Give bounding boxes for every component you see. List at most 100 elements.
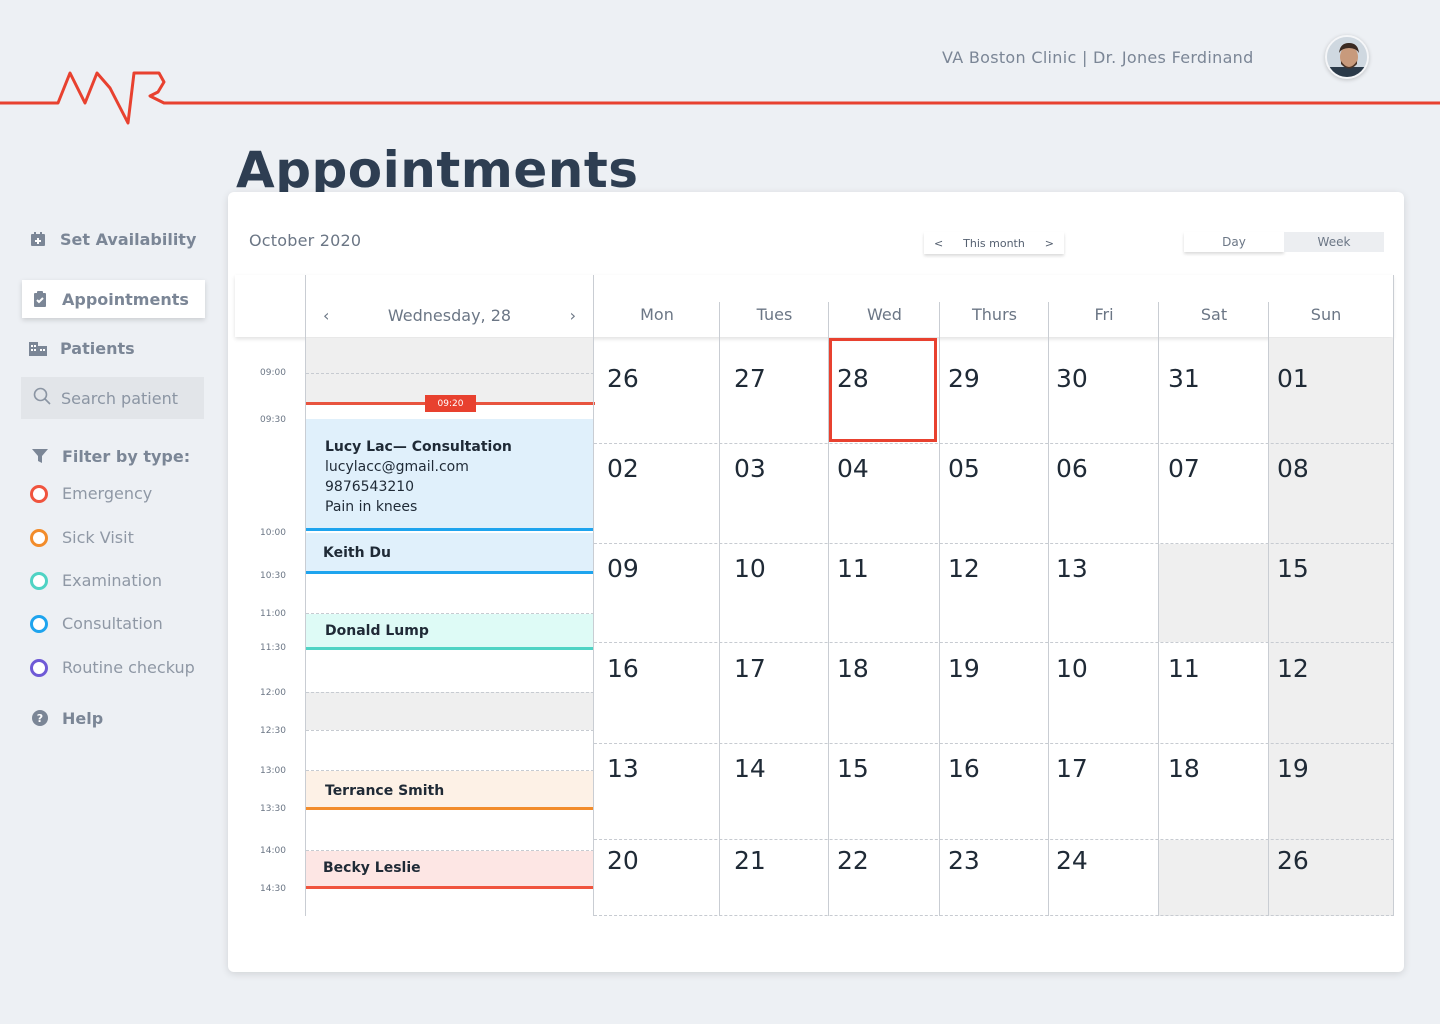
prev-month-button[interactable]: < xyxy=(934,236,944,250)
calendar-day-cell[interactable]: 05 xyxy=(948,454,980,483)
calendar-day-cell[interactable]: 11 xyxy=(1168,654,1200,683)
month-navigator: < This month > xyxy=(924,232,1064,254)
filter-label: Routine checkup xyxy=(62,658,195,677)
calendar-day-cell[interactable]: 16 xyxy=(607,654,639,683)
slot-divider xyxy=(306,373,594,374)
filter-consultation[interactable]: Consultation xyxy=(30,614,163,633)
this-month-button[interactable]: This month xyxy=(963,236,1025,250)
calendar-day-cell[interactable]: 18 xyxy=(1168,754,1200,783)
calendar-day-cell[interactable]: 23 xyxy=(948,846,980,875)
column-divider xyxy=(939,302,940,916)
week-divider xyxy=(594,915,1394,916)
calendar-header-row xyxy=(235,275,1393,337)
week-view-button[interactable]: Week xyxy=(1284,232,1384,252)
weekday-header: Tues xyxy=(756,305,793,324)
calendar-day-cell[interactable]: 13 xyxy=(1056,554,1088,583)
sidebar-item-label: Help xyxy=(62,708,104,728)
filter-sick-visit[interactable]: Sick Visit xyxy=(30,528,134,547)
calendar-day-cell[interactable]: 08 xyxy=(1277,454,1309,483)
calendar-day-cell[interactable]: 11 xyxy=(837,554,869,583)
filter-label: Emergency xyxy=(62,484,153,503)
calendar-day-cell[interactable]: 01 xyxy=(1277,364,1309,393)
ecg-logo xyxy=(0,71,1440,125)
search-placeholder: Search patient xyxy=(61,388,178,408)
calendar-day-cell[interactable]: 10 xyxy=(1056,654,1088,683)
slot-divider xyxy=(306,730,594,731)
calendar-day-cell[interactable]: 24 xyxy=(1056,846,1088,875)
next-month-button[interactable]: > xyxy=(1044,236,1054,250)
calendar-day-cell[interactable]: 14 xyxy=(734,754,766,783)
time-label: 14:30 xyxy=(260,884,286,894)
calendar-day-cell[interactable]: 03 xyxy=(734,454,766,483)
svg-text:?: ? xyxy=(37,712,43,725)
calendar-day-cell[interactable]: 21 xyxy=(734,846,766,875)
unavailable-day xyxy=(1159,544,1269,642)
calendar-day-cell[interactable]: 22 xyxy=(837,846,869,875)
calendar-day-cell[interactable]: 15 xyxy=(1277,554,1309,583)
view-toggle: Day Week xyxy=(1184,232,1384,252)
appointment-card[interactable]: Lucy Lac— Consultation lucylacc@gmail.co… xyxy=(305,419,594,531)
sidebar-item-label: Patients xyxy=(60,338,135,358)
week-divider xyxy=(594,743,1394,744)
appointment-title: Donald Lump xyxy=(325,623,429,639)
time-label: 11:00 xyxy=(260,609,286,619)
calendar-day-cell[interactable]: 19 xyxy=(1277,754,1309,783)
calendar-day-cell[interactable]: 13 xyxy=(607,754,639,783)
consultation-color-ring-icon xyxy=(30,614,48,633)
next-day-button[interactable]: › xyxy=(569,305,576,325)
weekday-header: Thurs xyxy=(972,305,1017,324)
sidebar-item-patients[interactable]: Patients xyxy=(28,338,135,358)
prev-day-button[interactable]: ‹ xyxy=(323,305,330,325)
appointment-title: Lucy Lac— Consultation xyxy=(325,439,512,455)
filter-examination[interactable]: Examination xyxy=(30,571,162,590)
time-label: 10:00 xyxy=(260,528,286,538)
calendar-day-cell[interactable]: 28 xyxy=(837,364,869,393)
avatar[interactable] xyxy=(1325,35,1369,79)
calendar-day-cell[interactable]: 26 xyxy=(1277,846,1309,875)
calendar-day-cell[interactable]: 16 xyxy=(948,754,980,783)
calendar-day-cell[interactable]: 30 xyxy=(1056,364,1088,393)
sidebar-item-help[interactable]: ? Help xyxy=(30,708,103,728)
calendar-day-cell[interactable]: 07 xyxy=(1168,454,1200,483)
calendar-day-cell[interactable]: 17 xyxy=(1056,754,1088,783)
sidebar-item-appointments[interactable]: Appointments xyxy=(22,280,205,318)
calendar-day-cell[interactable]: 02 xyxy=(607,454,639,483)
appointment-title: Becky Leslie xyxy=(323,860,421,876)
calendar-day-cell[interactable]: 18 xyxy=(837,654,869,683)
today-highlight[interactable] xyxy=(829,338,937,442)
calendar-day-cell[interactable]: 06 xyxy=(1056,454,1088,483)
weekday-header: Wed xyxy=(867,305,902,324)
calendar-day-cell[interactable]: 20 xyxy=(607,846,639,875)
appointment-card[interactable]: Keith Du xyxy=(305,533,594,574)
filter-emergency[interactable]: Emergency xyxy=(30,484,152,503)
appointment-card[interactable]: Becky Leslie xyxy=(305,851,594,889)
column-divider xyxy=(1158,302,1159,916)
column-divider xyxy=(719,302,720,916)
calendar-day-cell[interactable]: 31 xyxy=(1168,364,1200,393)
calendar-day-cell[interactable]: 27 xyxy=(734,364,766,393)
calendar-day-cell[interactable]: 26 xyxy=(607,364,639,393)
appointment-title: Keith Du xyxy=(323,545,392,561)
month-label: October 2020 xyxy=(249,231,362,250)
calendar-day-cell[interactable]: 29 xyxy=(948,364,980,393)
calendar-day-cell[interactable]: 04 xyxy=(837,454,869,483)
filter-routine-checkup[interactable]: Routine checkup xyxy=(30,658,195,677)
slot-divider xyxy=(306,692,594,693)
slot-divider xyxy=(306,770,594,771)
slot-divider xyxy=(306,613,594,614)
calendar-day-cell[interactable]: 10 xyxy=(734,554,766,583)
calendar-day-cell[interactable]: 15 xyxy=(837,754,869,783)
calendar-day-cell[interactable]: 09 xyxy=(607,554,639,583)
day-view-button[interactable]: Day xyxy=(1184,232,1284,252)
appointment-card[interactable]: Donald Lump xyxy=(305,614,594,650)
calendar-day-cell[interactable]: 17 xyxy=(734,654,766,683)
week-divider xyxy=(594,839,1394,840)
search-input[interactable]: Search patient xyxy=(21,377,204,419)
calendar-day-cell[interactable]: 12 xyxy=(1277,654,1309,683)
sidebar-item-set-availability[interactable]: Set Availability xyxy=(28,229,196,249)
appointment-card[interactable]: Terrance Smith xyxy=(305,771,594,810)
page-title: Appointments xyxy=(236,141,639,199)
calendar-day-cell[interactable]: 19 xyxy=(948,654,980,683)
sick-visit-color-ring-icon xyxy=(30,528,48,547)
calendar-day-cell[interactable]: 12 xyxy=(948,554,980,583)
